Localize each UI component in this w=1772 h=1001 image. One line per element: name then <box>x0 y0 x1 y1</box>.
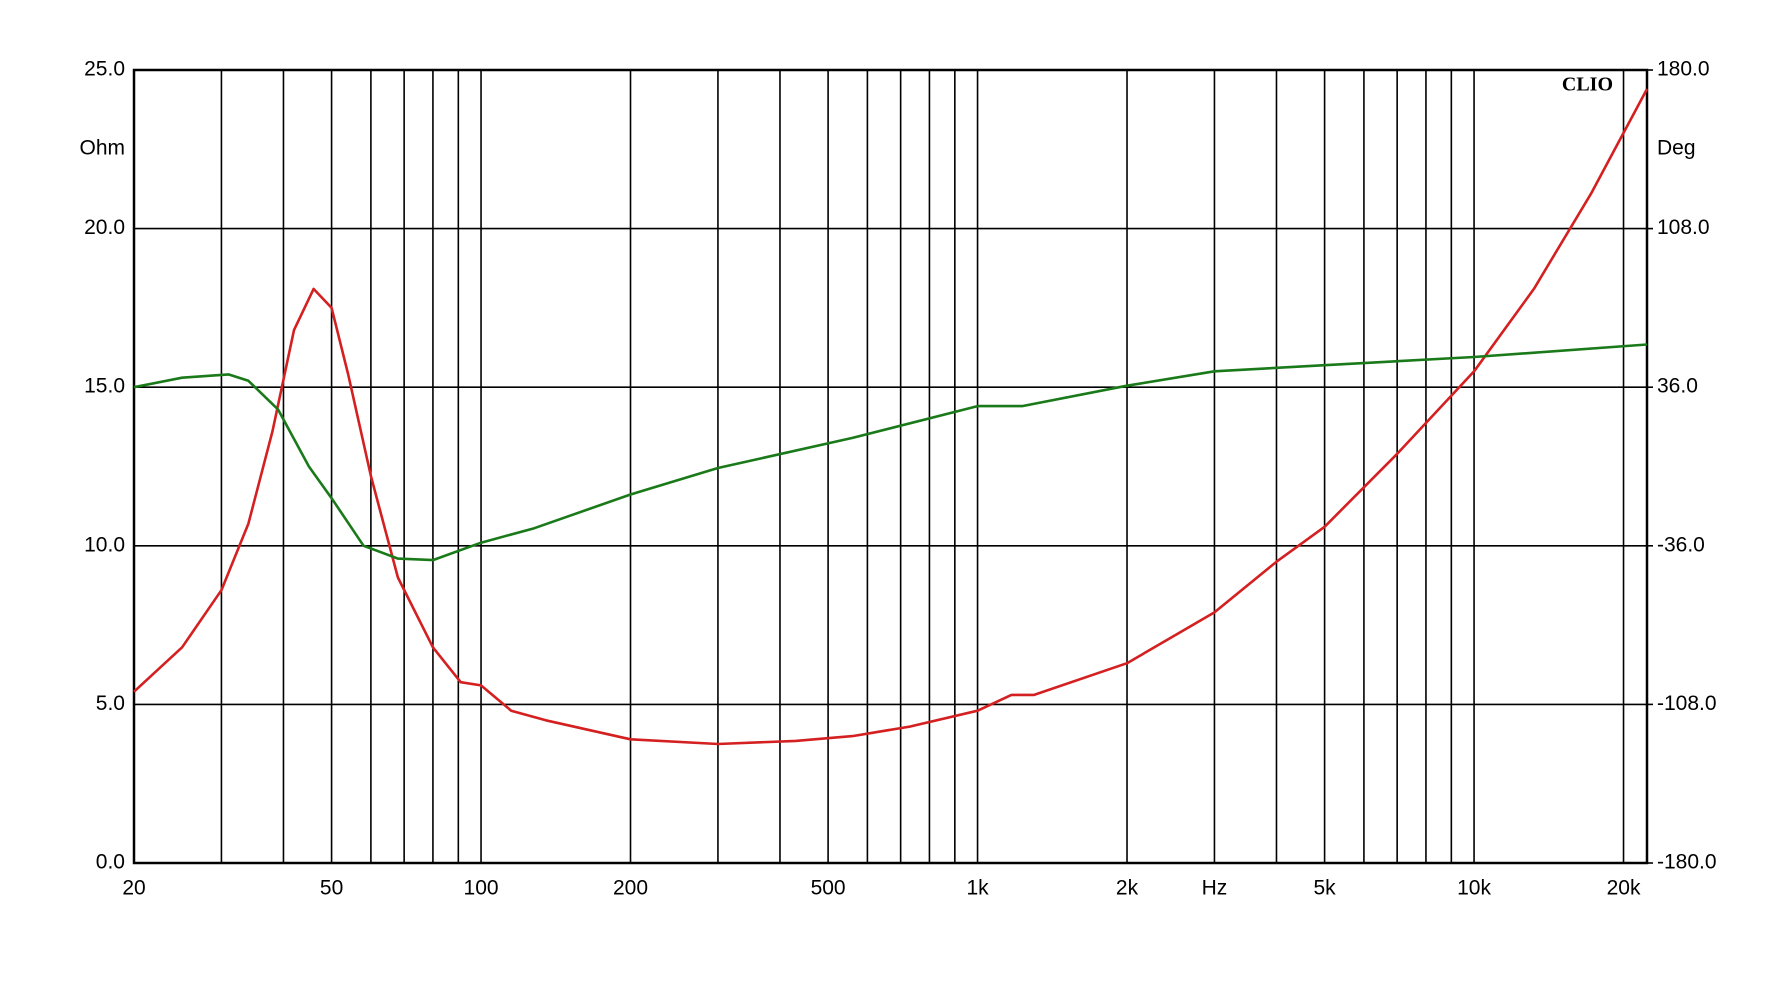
y-tick-label: 15.0 <box>84 375 125 398</box>
x-tick-label: 10k <box>1457 877 1491 900</box>
x-tick-label: 5k <box>1314 877 1337 900</box>
y2-tick-label: 180.0 <box>1657 58 1710 81</box>
x-tick-label: 100 <box>464 877 499 900</box>
y2-tick-label: -180.0 <box>1657 851 1717 874</box>
x-tick-label: 2k <box>1116 877 1139 900</box>
y2-axis-label: Deg <box>1657 137 1696 160</box>
y2-tick-label: -36.0 <box>1657 533 1705 556</box>
x-tick-label: 20 <box>122 877 145 900</box>
x-tick-label: 50 <box>320 877 343 900</box>
x-tick-label: 20k <box>1607 877 1641 900</box>
plot-frame <box>132 68 1649 865</box>
series-line <box>133 343 1648 562</box>
y-axis-label: Ohm <box>79 137 125 160</box>
y-tick-label: 10.0 <box>84 533 125 556</box>
watermark: CLIO <box>1562 74 1613 96</box>
y-tick-label: 5.0 <box>96 692 125 715</box>
x-tick-label: 1k <box>966 877 989 900</box>
y2-tick-label: 36.0 <box>1657 375 1698 398</box>
y2-tick-label: 108.0 <box>1657 216 1710 239</box>
x-tick-label: 200 <box>613 877 648 900</box>
y2-tick-label: -108.0 <box>1657 692 1717 715</box>
series-line <box>133 88 1649 746</box>
x-tick-label: Hz <box>1202 877 1228 900</box>
y-tick-label: 25.0 <box>84 58 125 81</box>
y-tick-label: 20.0 <box>84 216 125 239</box>
x-tick-label: 500 <box>811 877 846 900</box>
y-tick-label: 0.0 <box>96 851 125 874</box>
